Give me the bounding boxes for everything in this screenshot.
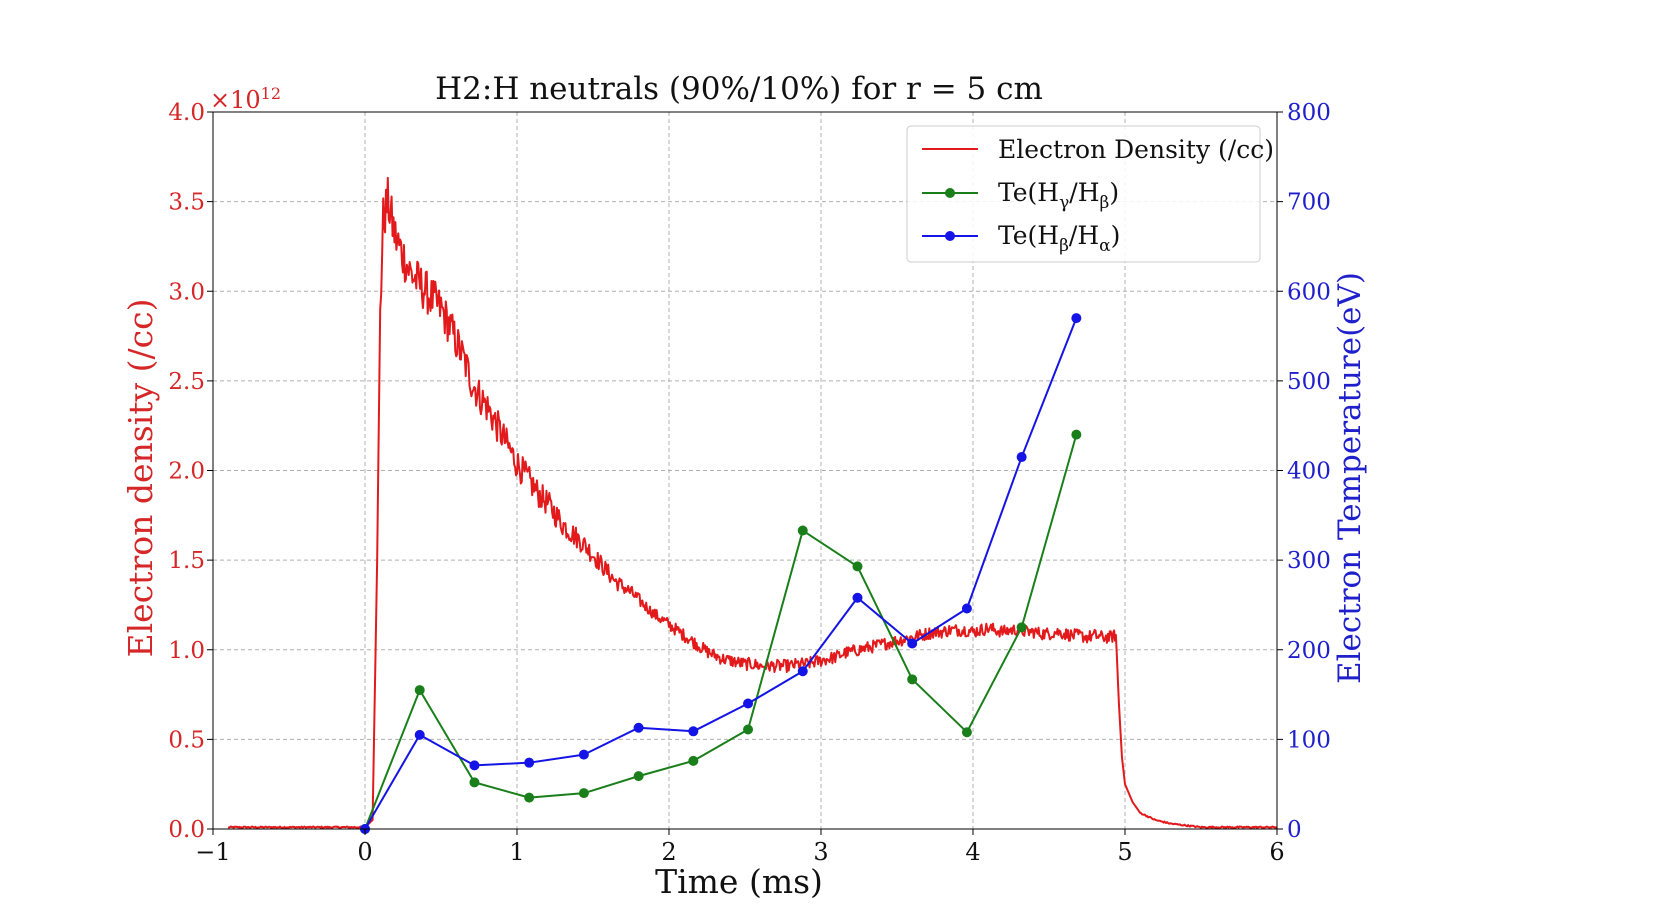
series-2-point (578, 749, 589, 760)
series-2-point (688, 726, 699, 737)
series-1-point (688, 755, 699, 766)
x-tick-label: 3 (813, 838, 828, 866)
series-2-point (1016, 452, 1027, 463)
y-axis-left-multiplier-base: ×10 (210, 86, 261, 114)
y-axis-left-multiplier: ×1012 (210, 84, 281, 114)
chart-title: H2:H neutrals (90%/10%) for r = 5 cm (435, 71, 1043, 107)
x-axis-label: Time (ms) (655, 862, 823, 901)
series-1-point (797, 525, 808, 536)
y-axis-left-label: Electron density (/cc) (121, 299, 160, 658)
y-right-tick-label: 700 (1287, 190, 1331, 216)
series-1-point (1016, 622, 1027, 633)
series-1-point (743, 724, 754, 735)
series-1-point (524, 792, 535, 803)
legend-label-te-hbeta-halpha: Te(Hβ/Hα) (998, 221, 1120, 256)
series-line-1 (364, 434, 1078, 830)
legend-box (906, 125, 1261, 263)
series-1-point (633, 771, 644, 782)
legend-marker-te-hbeta-halpha (945, 231, 955, 241)
legend-marker-te-hgamma-hbeta (945, 188, 955, 198)
y-left-tick-label: 3.5 (168, 190, 205, 216)
y-right-tick-label: 600 (1287, 279, 1331, 305)
x-tick-label: 1 (509, 838, 524, 866)
x-tick-label: 5 (1117, 838, 1132, 866)
x-axis: −1 0 1 2 3 4 5 6 (195, 829, 1285, 866)
x-tick-label: −1 (195, 838, 230, 866)
series-2-point (961, 603, 972, 614)
y-right-tick-label: 400 (1287, 459, 1331, 485)
y-axis-right-label: Electron Temperature(eV) (1332, 272, 1368, 684)
y-left-tick-label: 0.5 (168, 727, 205, 753)
series-1-point (961, 727, 972, 738)
x-tick-label: 0 (357, 838, 372, 866)
y-left-tick-label: 4.0 (168, 100, 205, 126)
series-1-point (852, 561, 863, 572)
series-1-point (907, 674, 918, 685)
y-right-tick-label: 0 (1287, 817, 1302, 843)
y-right-tick-label: 100 (1287, 727, 1331, 753)
y-left-tick-label: 2.5 (168, 369, 205, 395)
series-2-point (852, 592, 863, 603)
series-line-2 (364, 317, 1078, 830)
y-left-tick-label: 1.0 (168, 638, 205, 664)
y-right-tick-label: 200 (1287, 638, 1331, 664)
legend-label-electron-density: Electron Density (/cc) (998, 135, 1274, 164)
legend-label-te-hgamma-hbeta: Te(Hγ/Hβ) (998, 178, 1119, 213)
series-2-point (469, 760, 480, 771)
y-left-tick-label: 1.5 (168, 548, 205, 574)
y-left-tick-label: 2.0 (168, 459, 205, 485)
series-2-point (907, 638, 918, 649)
legend: Electron Density (/cc) Te(Hγ/Hβ) Te(Hβ/H… (906, 125, 1274, 263)
x-tick-label: 6 (1269, 838, 1284, 866)
series-2-point (414, 729, 425, 740)
series-2-point (797, 666, 808, 677)
y-axis-left: 0.0 0.5 1.0 1.5 2.0 2.5 3.0 3.5 4.0 (168, 100, 213, 843)
y-axis-right: 0 100 200 300 400 500 600 700 800 (1277, 100, 1331, 843)
x-tick-label: 4 (965, 838, 980, 866)
y-axis-left-multiplier-exponent: 12 (261, 84, 281, 103)
series-1-point (578, 788, 589, 799)
x-tick-label: 2 (661, 838, 676, 866)
series-layer (227, 176, 1278, 834)
series-2-point (1071, 313, 1082, 324)
series-1-point (469, 777, 480, 788)
series-2-point (743, 698, 754, 709)
series-2-point (524, 757, 535, 768)
series-2-point (633, 722, 644, 733)
series-1-point (414, 685, 425, 696)
y-left-tick-label: 3.0 (168, 279, 205, 305)
y-right-tick-label: 500 (1287, 369, 1331, 395)
y-left-tick-label: 0.0 (168, 817, 205, 843)
y-right-tick-label: 300 (1287, 548, 1331, 574)
series-1-point (1071, 429, 1082, 440)
y-right-tick-label: 800 (1287, 100, 1331, 126)
series-line-0 (227, 176, 1278, 829)
